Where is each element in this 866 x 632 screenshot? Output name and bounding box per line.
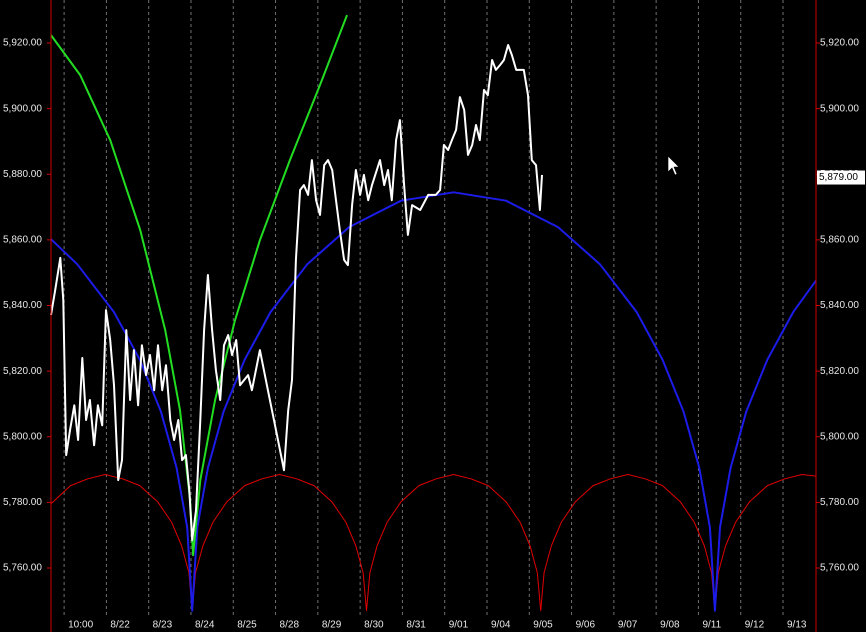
series-line xyxy=(50,44,543,542)
last-price-label: 5,879.00 xyxy=(819,172,858,183)
y-tick-label: 5,780.00 xyxy=(820,497,859,508)
mouse-cursor xyxy=(667,155,680,176)
y-tick-label: 5,820.00 xyxy=(820,366,859,377)
y-tick-label: 5,880.00 xyxy=(3,169,42,180)
x-tick-label: 10:00 xyxy=(68,620,93,631)
y-tick-label: 5,760.00 xyxy=(820,563,859,574)
y-tick-label: 5,920.00 xyxy=(820,38,859,49)
x-tick-label: 8/31 xyxy=(406,620,426,631)
axis-labels: 10:00 8/22 8/23 8/24 8/25 8/28 8/29 8/30 8/31 9/0… xyxy=(3,38,865,631)
x-tick-label: 8/30 xyxy=(364,620,384,631)
y-tick-label: 5,860.00 xyxy=(3,235,42,246)
x-tick-label: 9/06 xyxy=(576,620,596,631)
y-tick-label: 5,800.00 xyxy=(820,431,859,442)
x-tick-label: 8/28 xyxy=(280,620,300,631)
plot-lines xyxy=(50,14,817,612)
y-tick-label: 5,900.00 xyxy=(3,103,42,114)
x-tick-label: 9/12 xyxy=(745,620,765,631)
x-tick-label: 8/24 xyxy=(195,620,215,631)
x-tick-label: 9/11 xyxy=(702,620,721,631)
last-price-box xyxy=(817,170,865,185)
x-tick-label: 9/05 xyxy=(533,620,553,631)
x-tick-label: 9/04 xyxy=(491,620,511,631)
y-tick-label: 5,860.00 xyxy=(820,235,859,246)
y-tick-label: 5,760.00 xyxy=(3,563,42,574)
y-tick-label: 5,780.00 xyxy=(3,497,42,508)
y-tick-label: 5,840.00 xyxy=(820,300,859,311)
y-tick-label: 5,900.00 xyxy=(820,103,859,114)
x-tick-label: 9/13 xyxy=(787,620,807,631)
x-tick-label: 8/25 xyxy=(237,620,257,631)
y-tick-label: 5,920.00 xyxy=(3,38,42,49)
x-tick-label: 9/07 xyxy=(618,620,638,631)
y-tick-label: 5,840.00 xyxy=(3,300,42,311)
grid xyxy=(47,0,820,618)
y-tick-label: 5,820.00 xyxy=(3,366,42,377)
x-tick-label: 8/29 xyxy=(322,620,342,631)
x-tick-label: 8/22 xyxy=(110,620,130,631)
x-tick-label: 9/01 xyxy=(449,620,469,631)
x-tick-label: 8/23 xyxy=(153,620,173,631)
x-tick-label: 9/08 xyxy=(660,620,680,631)
series-line xyxy=(50,14,348,557)
y-tick-label: 5,800.00 xyxy=(3,431,42,442)
